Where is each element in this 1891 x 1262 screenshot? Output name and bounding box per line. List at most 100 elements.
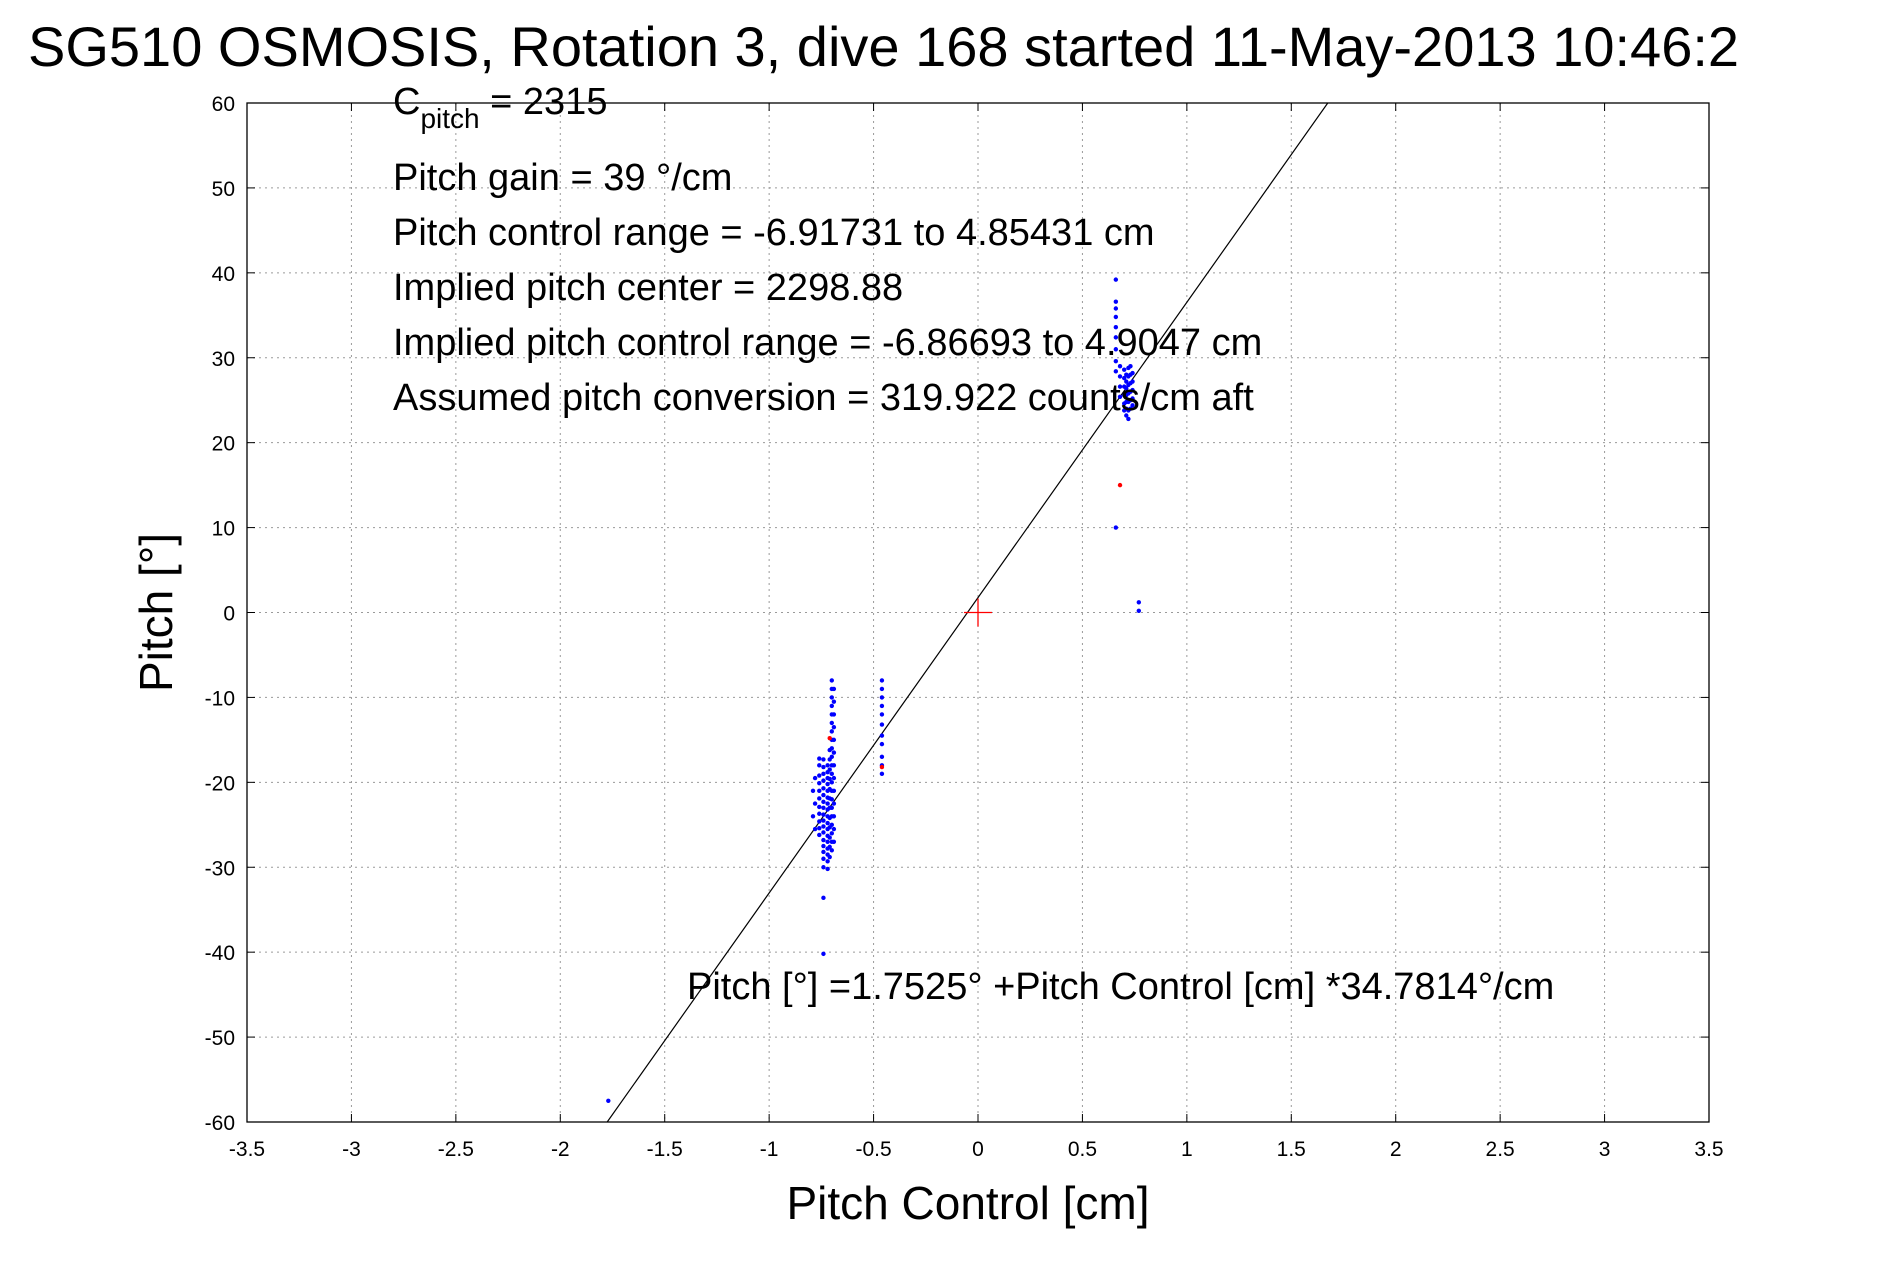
data-point <box>879 678 885 683</box>
data-point <box>831 686 837 692</box>
data-point <box>1136 608 1142 614</box>
data-point <box>817 811 822 816</box>
data-point <box>821 764 826 770</box>
data-point <box>829 695 834 700</box>
annotation-block: Cpitch = 2315 Pitch gain = 39 °/cm Pitch… <box>393 81 1554 1008</box>
data-point <box>825 866 830 872</box>
data-point <box>831 737 837 743</box>
data-point <box>829 805 834 811</box>
data-point <box>817 804 822 810</box>
data-point <box>825 820 830 826</box>
data-point <box>1128 364 1133 369</box>
implied-pitch-control-range-annotation: Implied pitch control range = -6.86693 t… <box>393 322 1262 364</box>
x-tick-label: 3 <box>1599 1138 1611 1161</box>
fit-equation-annotation: Pitch [°] =1.7525° +Pitch Control [cm] *… <box>687 966 1554 1008</box>
data-point <box>831 826 837 832</box>
cpitch-value: = 2315 <box>480 81 608 123</box>
data-point <box>1122 375 1127 381</box>
data-point <box>831 839 837 844</box>
data-point <box>1117 394 1123 400</box>
data-point <box>1113 306 1119 311</box>
data-point <box>821 805 826 811</box>
data-point <box>831 750 837 755</box>
data-point <box>831 763 837 768</box>
data-point <box>825 839 830 844</box>
chart-title: SG510 OSMOSIS, Rotation 3, dive 168 star… <box>28 15 1739 78</box>
y-tick-label: 50 <box>212 178 235 201</box>
x-tick-label: -3 <box>342 1138 361 1161</box>
x-tick-label: -2.5 <box>438 1138 474 1161</box>
assumed-pitch-conversion-annotation: Assumed pitch conversion = 319.922 count… <box>393 377 1254 419</box>
data-point <box>821 824 826 829</box>
data-point <box>879 703 885 709</box>
data-point <box>821 786 826 791</box>
data-point <box>817 788 822 794</box>
y-tick-label: -60 <box>205 1112 235 1135</box>
pitch-control-range-annotation: Pitch control range = -6.91731 to 4.8543… <box>393 212 1155 254</box>
x-tick-label: -2 <box>551 1138 570 1161</box>
data-point <box>817 780 822 786</box>
data-point <box>879 764 885 770</box>
y-tick-label: 10 <box>212 518 235 541</box>
data-point <box>829 729 834 734</box>
data-point <box>831 724 837 730</box>
data-point <box>1124 379 1129 384</box>
data-point <box>1130 396 1135 401</box>
data-point <box>831 775 837 781</box>
data-point <box>831 699 837 704</box>
data-point <box>827 767 832 772</box>
data-point <box>812 826 818 832</box>
data-point <box>1117 374 1123 379</box>
data-point <box>1113 277 1119 282</box>
y-tick-label: -10 <box>205 687 235 710</box>
data-point <box>1136 600 1142 605</box>
data-point <box>829 720 834 726</box>
data-point <box>821 951 826 957</box>
data-point <box>827 835 832 840</box>
data-point <box>1113 314 1119 320</box>
data-point <box>831 788 837 794</box>
x-tick-label: 1 <box>1181 1138 1193 1161</box>
data-point <box>829 848 834 853</box>
y-tick-label: -20 <box>205 772 235 795</box>
data-point <box>831 801 837 806</box>
grid <box>246 102 1710 1123</box>
data-point <box>879 695 885 700</box>
y-tick-label: -40 <box>205 942 235 965</box>
y-tick-label: 60 <box>212 93 235 116</box>
data-point <box>1113 347 1119 352</box>
data-point <box>821 792 826 798</box>
data-point <box>825 859 830 864</box>
data-point <box>1124 386 1129 391</box>
data-point <box>1113 369 1119 374</box>
data-point <box>821 843 826 849</box>
data-point <box>829 678 834 683</box>
data-point <box>879 771 885 777</box>
pitch-gain-annotation: Pitch gain = 39 °/cm <box>393 157 732 199</box>
data-point <box>817 756 822 761</box>
y-tick-label: 40 <box>212 263 235 286</box>
implied-pitch-center-annotation: Implied pitch center = 2298.88 <box>393 267 903 309</box>
x-axis-label: Pitch Control [cm] <box>787 1177 1150 1229</box>
x-tick-label: 2.5 <box>1486 1138 1515 1161</box>
data-point <box>829 771 834 777</box>
x-tick-label: 0 <box>972 1138 984 1161</box>
data-point <box>821 771 826 777</box>
data-point <box>829 703 834 709</box>
data-point <box>606 1098 611 1103</box>
data-point <box>1130 370 1135 376</box>
data-point <box>1113 358 1119 364</box>
data-point <box>879 712 885 717</box>
data-point <box>1113 525 1119 530</box>
y-tick-label: -50 <box>205 1027 235 1050</box>
data-point <box>825 781 830 787</box>
data-point <box>879 733 885 738</box>
data-point <box>821 849 826 855</box>
data-point <box>817 763 822 768</box>
data-point <box>817 832 822 838</box>
data-point <box>829 746 834 751</box>
data-point <box>879 722 885 727</box>
data-point <box>821 830 826 835</box>
data-point <box>812 775 818 781</box>
